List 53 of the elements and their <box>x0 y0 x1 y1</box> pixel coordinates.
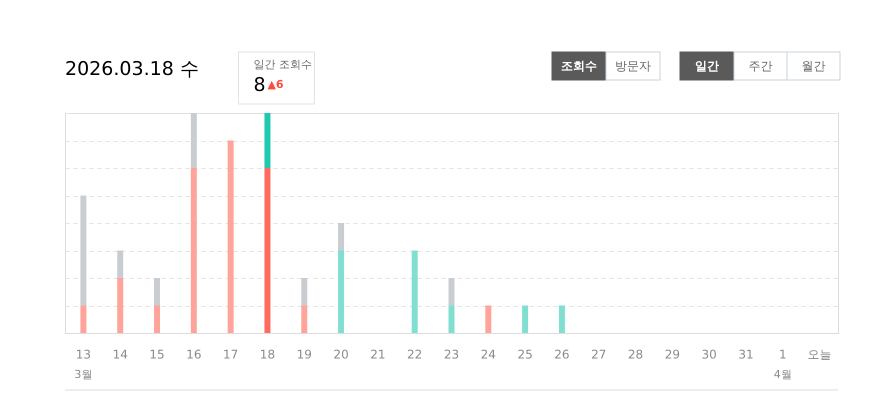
x-tick-label: 26 <box>554 348 570 362</box>
chart-title: 2026.03.18 수 <box>65 58 199 80</box>
text: 조회수 <box>561 59 597 73</box>
x-tick-label: 22 <box>407 348 422 362</box>
text: 월간 <box>802 59 826 73</box>
bar <box>80 196 86 306</box>
x-tick-label: 24 <box>480 348 496 362</box>
bar <box>80 306 86 333</box>
bar <box>412 250 418 333</box>
x-tick-label: 30 <box>702 348 717 362</box>
x-tick-label: 31 <box>738 348 754 362</box>
x-tick-label: 17 <box>223 348 238 362</box>
x-tick-label: 29 <box>664 348 680 362</box>
bar <box>117 250 124 278</box>
bar <box>485 306 492 333</box>
bar <box>558 306 565 333</box>
bar <box>338 223 344 250</box>
x-tick-label: 18 <box>260 348 276 362</box>
bar <box>522 306 528 333</box>
x-tick-label: 27 <box>591 348 606 362</box>
text: 3월 <box>74 368 92 381</box>
text: 주간 <box>748 59 772 73</box>
bar <box>301 306 308 333</box>
bar <box>190 168 197 333</box>
text: 8 <box>253 74 266 96</box>
bar <box>301 278 308 306</box>
text: ▲6 <box>267 78 284 91</box>
bar <box>448 278 454 306</box>
bar <box>228 140 234 333</box>
bar <box>117 278 124 333</box>
x-tick-label: 23 <box>444 348 460 362</box>
bar <box>154 306 160 333</box>
bar <box>264 168 270 333</box>
x-tick-label: 19 <box>296 348 312 362</box>
x-tick-label: 25 <box>517 348 533 362</box>
x-tick-label: 15 <box>149 348 165 362</box>
bar <box>448 306 454 333</box>
text: 방문자 <box>615 59 651 73</box>
x-tick-label: 21 <box>370 348 386 362</box>
bar <box>338 250 344 333</box>
x-tick-label: 16 <box>186 348 202 362</box>
bar <box>264 113 270 168</box>
x-tick-label: 28 <box>628 348 644 362</box>
x-tick-label: 14 <box>112 348 128 362</box>
x-tick-label: 오늘 <box>808 348 832 362</box>
text: 일간 조회수 <box>253 58 312 71</box>
bar <box>154 278 160 306</box>
text: 4월 <box>774 368 792 381</box>
x-tick-label: 20 <box>333 348 349 362</box>
x-tick-label: 13 <box>76 348 92 362</box>
x-tick-label: 1 <box>778 348 787 362</box>
bar <box>190 113 197 168</box>
text: 일간 <box>695 59 719 73</box>
